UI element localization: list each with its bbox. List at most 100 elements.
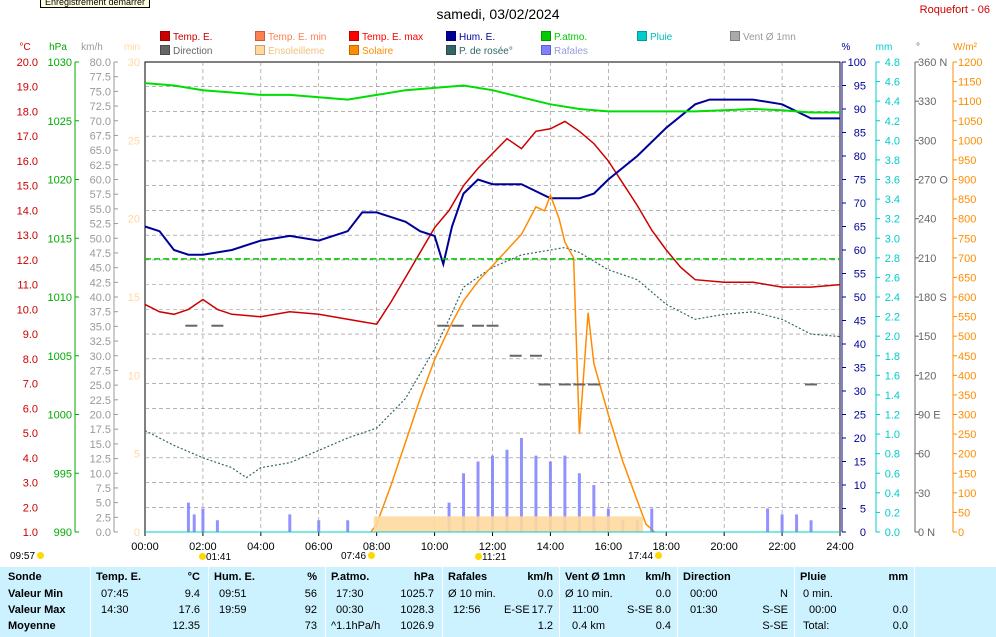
axis-unit-dir: ° (916, 42, 920, 53)
tick-label-rain: 2.2 (885, 312, 900, 324)
tick-label-wind: 50.0 (90, 233, 111, 245)
avg-value: 0.0 (892, 620, 908, 632)
tick-label-solar: 250 (958, 429, 976, 441)
tick-label-hum: 90 (854, 104, 866, 116)
tick-label-wind: 42.5 (90, 277, 111, 289)
time-tick-label: 04:00 (247, 541, 275, 553)
legend-item: Temp. E. max (349, 31, 423, 44)
tick-label-hum: 85 (854, 128, 866, 140)
tick-label-solar: 1200 (958, 57, 982, 69)
avg-label: Total: (803, 620, 830, 632)
max-direction: S-SE (627, 604, 653, 616)
tick-label-temp: 8.0 (23, 354, 38, 366)
tick-label-press: 990 (54, 527, 72, 539)
tick-label-hum: 55 (854, 269, 866, 281)
tick-label-solar: 350 (958, 390, 976, 402)
tick-label-solar: 850 (958, 194, 976, 206)
tick-label-solar: 150 (958, 468, 976, 480)
col-header: Vent Ø 1mn (565, 571, 626, 583)
tick-label-rain: 1.0 (885, 429, 900, 441)
tick-label-wind: 0.0 (96, 527, 111, 539)
tick-label-hum: 50 (854, 292, 866, 304)
min-time: Ø 10 min. (565, 588, 613, 600)
tick-label-temp: 7.0 (23, 379, 38, 391)
legend-label: Temp. E. (173, 32, 213, 43)
max-value: 92 (304, 604, 317, 616)
summary-col-hum: Hum. E. % 09:51 56 19:59 92 73 (208, 567, 325, 637)
sun-event-a: 01:41 (197, 552, 231, 563)
tick-label-rain: 3.2 (885, 214, 900, 226)
tick-label-temp: 2.0 (23, 502, 38, 514)
min-time: 07:45 (101, 588, 129, 600)
tick-label-wind: 47.5 (90, 248, 111, 260)
tick-label-wind: 45.0 (90, 263, 111, 275)
summary-col-temp: Temp. E. °C 07:45 9.4 14:30 17.6 12.35 (90, 567, 208, 637)
tick-label-solar: 1150 (958, 77, 982, 89)
tick-label-temp: 6.0 (23, 403, 38, 415)
tick-label-rain: 4.8 (885, 57, 900, 69)
tick-label-dir: 300 (918, 135, 936, 147)
legend-swatch (160, 31, 170, 41)
tick-label-wind: 32.5 (90, 336, 111, 348)
tick-label-hum: 75 (854, 175, 866, 187)
tick-label-solar: 400 (958, 370, 976, 382)
col-unit: % (307, 571, 317, 583)
legend-item: Solaire (349, 45, 393, 58)
legend-label: Pluie (650, 32, 673, 43)
tick-label-press: 1025 (48, 116, 72, 128)
tick-label-temp: 20.0 (17, 57, 38, 69)
tick-label-rain: 2.0 (885, 331, 900, 343)
tick-label-hum: 10 (854, 480, 866, 492)
tick-label-sun: 15 (128, 292, 140, 304)
tick-label-hum: 25 (854, 410, 866, 422)
tick-label-hum: 60 (854, 245, 866, 257)
legend-item: Hum. E. (446, 31, 495, 44)
tick-label-solar: 550 (958, 312, 976, 324)
avg-value: S-SE (762, 620, 788, 632)
grid-layer (144, 61, 841, 533)
tick-label-press: 1005 (48, 351, 72, 363)
row-label-min: Valeur Min (8, 588, 64, 600)
tick-label-solar: 300 (958, 410, 976, 422)
tick-label-dir: 270 O (918, 175, 948, 187)
tick-label-hum: 40 (854, 339, 866, 351)
tick-label-press: 995 (54, 468, 72, 480)
tick-label-press: 1015 (48, 233, 72, 245)
tick-label-wind: 80.0 (90, 57, 111, 69)
row-label-sonde: Sonde (8, 571, 42, 583)
tick-label-rain: 0.4 (885, 488, 900, 500)
tick-label-wind: 27.5 (90, 365, 111, 377)
min-time: 09:51 (219, 588, 247, 600)
tick-label-wind: 40.0 (90, 292, 111, 304)
tick-label-dir: 180 S (918, 292, 947, 304)
tick-label-solar: 50 (958, 507, 970, 519)
tick-label-rain: 4.2 (885, 116, 900, 128)
tick-label-rain: 3.6 (885, 175, 900, 187)
tick-label-temp: 14.0 (17, 205, 38, 217)
legend-label: Ensoleilleme (268, 46, 325, 57)
summary-table: Sonde Valeur Min Valeur Max Moyenne Temp… (0, 567, 996, 637)
max-time: 19:59 (219, 604, 247, 616)
tick-label-temp: 3.0 (23, 478, 38, 490)
record-start-button[interactable]: Enregistrement démarrer (40, 0, 151, 8)
tick-label-solar: 1100 (958, 96, 982, 108)
tick-label-wind: 52.5 (90, 219, 111, 231)
series-temp-e (144, 120, 841, 326)
tick-label-solar: 1000 (958, 135, 982, 147)
sun-event-b: 07:46 (341, 551, 376, 562)
col-header: Pluie (800, 571, 827, 583)
time-tick-label: 22:00 (768, 541, 796, 553)
time-tick-label: 10:00 (421, 541, 449, 553)
avg-label: 0.4 km (572, 620, 606, 632)
legend-swatch (541, 45, 551, 55)
tick-label-hum: 80 (854, 151, 866, 163)
legend-swatch (349, 31, 359, 41)
max-time: 11:00 (572, 604, 599, 616)
max-time: 00:00 (809, 604, 837, 616)
tick-label-temp: 11.0 (17, 280, 38, 292)
tick-label-dir: 240 (918, 214, 936, 226)
tick-label-rain: 4.0 (885, 135, 900, 147)
legend-swatch (160, 45, 170, 55)
tick-label-sun: 20 (128, 214, 140, 226)
tick-label-rain: 2.6 (885, 272, 900, 284)
